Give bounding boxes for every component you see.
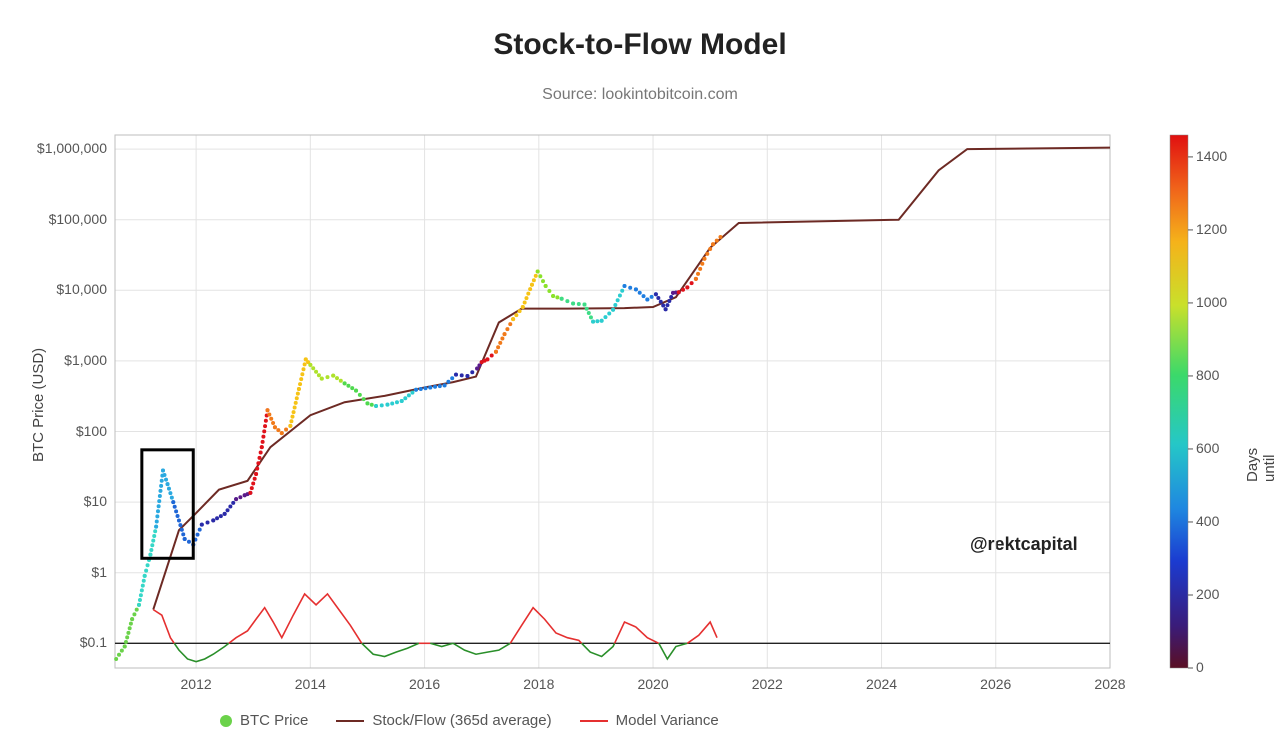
x-tick: 2018 — [517, 676, 561, 692]
y-tick: $0.1 — [80, 634, 107, 650]
colorbar-tick: 0 — [1196, 659, 1204, 675]
y-tick: $10,000 — [56, 281, 107, 297]
legend-item: Model Variance — [580, 712, 719, 729]
colorbar-tick: 1200 — [1196, 221, 1227, 237]
colorbar-tick: 600 — [1196, 440, 1219, 456]
colorbar-tick: 1000 — [1196, 294, 1227, 310]
y-tick: $100,000 — [49, 211, 107, 227]
plot-svg — [0, 0, 1280, 742]
y-tick: $1 — [91, 564, 107, 580]
x-tick: 2016 — [403, 676, 447, 692]
legend-label: Model Variance — [616, 712, 719, 729]
legend-swatch — [580, 720, 608, 722]
legend-swatch — [336, 720, 364, 722]
y-tick: $1,000 — [64, 352, 107, 368]
y-tick: $100 — [76, 423, 107, 439]
y-tick: $10 — [84, 493, 107, 509]
colorbar-tick: 200 — [1196, 586, 1219, 602]
colorbar-tick: 1400 — [1196, 148, 1227, 164]
x-tick: 2024 — [860, 676, 904, 692]
x-tick: 2028 — [1088, 676, 1132, 692]
legend-item: Stock/Flow (365d average) — [336, 712, 551, 729]
legend-label: Stock/Flow (365d average) — [372, 712, 551, 729]
y-tick: $1,000,000 — [37, 140, 107, 156]
x-tick: 2022 — [745, 676, 789, 692]
legend-swatch — [220, 715, 232, 727]
legend-item: BTC Price — [220, 712, 308, 729]
x-tick: 2012 — [174, 676, 218, 692]
chart-legend: BTC Price Stock/Flow (365d average) Model … — [220, 712, 719, 729]
x-tick: 2026 — [974, 676, 1018, 692]
colorbar-tick: 400 — [1196, 513, 1219, 529]
chart-container: { "title": "Stock-to-Flow Model", "title… — [0, 0, 1280, 742]
x-tick: 2020 — [631, 676, 675, 692]
colorbar-tick: 800 — [1196, 367, 1219, 383]
x-tick: 2014 — [288, 676, 332, 692]
legend-label: BTC Price — [240, 712, 308, 729]
